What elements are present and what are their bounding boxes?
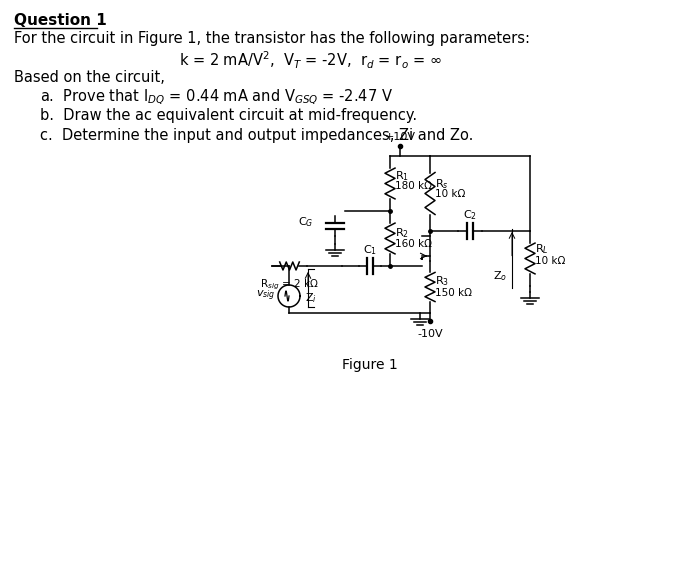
Text: 10 kΩ: 10 kΩ <box>535 256 565 266</box>
Text: Z$_i$: Z$_i$ <box>305 291 317 305</box>
Text: 150 kΩ: 150 kΩ <box>435 288 472 298</box>
Text: C$_2$: C$_2$ <box>463 208 477 222</box>
Text: Question 1: Question 1 <box>14 13 107 28</box>
Text: Based on the circuit,: Based on the circuit, <box>14 70 165 85</box>
Text: R$_{sig}$ = 2 kΩ: R$_{sig}$ = 2 kΩ <box>260 278 319 293</box>
Text: k = 2 mA/V$^2$,  V$_T$ = -2V,  r$_d$ = r$_o$ = $\infty$: k = 2 mA/V$^2$, V$_T$ = -2V, r$_d$ = r$_… <box>179 50 441 71</box>
Text: Figure 1: Figure 1 <box>342 358 398 372</box>
Text: Z$_o$: Z$_o$ <box>493 269 507 283</box>
Text: a.  Prove that I$_{DQ}$ = 0.44 mA and V$_{GSQ}$ = -2.47 V: a. Prove that I$_{DQ}$ = 0.44 mA and V$_… <box>40 88 393 107</box>
Text: R$_3$: R$_3$ <box>435 274 449 288</box>
Text: -10V: -10V <box>417 329 443 339</box>
Text: R$_L$: R$_L$ <box>535 242 549 256</box>
Text: R$_1$: R$_1$ <box>395 169 409 183</box>
Text: c.  Determine the input and output impedances, Zi and Zo.: c. Determine the input and output impeda… <box>40 128 473 143</box>
Text: +10V: +10V <box>385 132 416 142</box>
Text: C$_G$: C$_G$ <box>297 215 313 229</box>
Text: 10 kΩ: 10 kΩ <box>435 189 466 199</box>
Text: $v_{sig}$: $v_{sig}$ <box>256 289 275 303</box>
Text: 160 kΩ: 160 kΩ <box>395 239 432 249</box>
Text: 180 kΩ: 180 kΩ <box>395 181 432 191</box>
Text: b.  Draw the ac equivalent circuit at mid-frequency.: b. Draw the ac equivalent circuit at mid… <box>40 108 417 123</box>
Text: C$_1$: C$_1$ <box>363 243 377 257</box>
Text: R$_s$: R$_s$ <box>435 177 448 191</box>
Text: For the circuit in Figure 1, the transistor has the following parameters:: For the circuit in Figure 1, the transis… <box>14 31 530 46</box>
Text: R$_2$: R$_2$ <box>395 226 409 240</box>
